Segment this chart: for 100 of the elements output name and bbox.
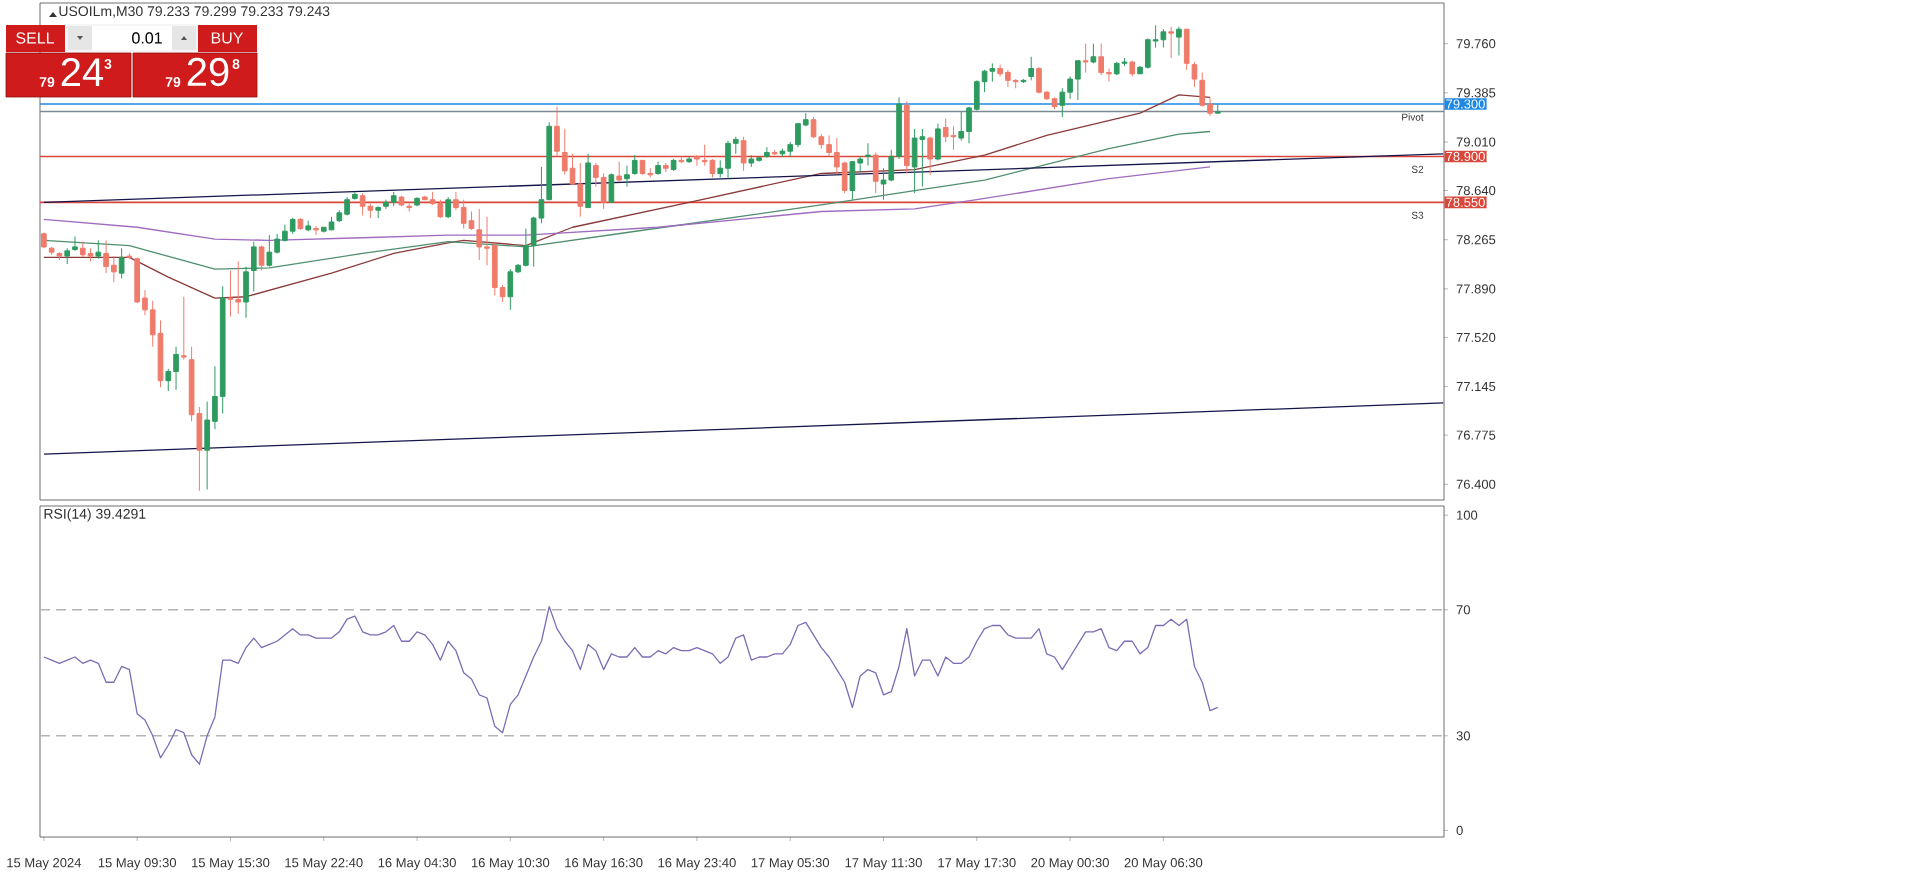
candlestick bbox=[72, 235, 78, 252]
candlestick bbox=[958, 111, 965, 142]
candlestick bbox=[515, 263, 521, 274]
candlestick bbox=[826, 134, 832, 157]
candlestick bbox=[79, 241, 86, 258]
candlestick bbox=[694, 154, 700, 167]
candlestick bbox=[282, 224, 288, 243]
candlestick bbox=[165, 368, 172, 392]
candlestick bbox=[328, 216, 335, 231]
candlestick bbox=[352, 191, 358, 201]
y-tick-label: 76.775 bbox=[1456, 430, 1496, 440]
candlestick bbox=[258, 245, 265, 272]
candlestick bbox=[499, 284, 506, 303]
x-tick-label: 16 May 23:40 bbox=[658, 858, 736, 870]
candlestick bbox=[142, 289, 148, 316]
candlestick bbox=[305, 220, 312, 232]
candlestick bbox=[484, 216, 490, 266]
candlestick bbox=[1144, 37, 1151, 70]
candlestick bbox=[849, 161, 856, 201]
annotation: BUY bbox=[211, 32, 244, 44]
candlestick bbox=[243, 266, 249, 319]
candlestick bbox=[1059, 87, 1066, 118]
candlestick bbox=[787, 141, 794, 157]
candlestick bbox=[1067, 75, 1073, 100]
candlestick bbox=[1129, 60, 1136, 77]
candlestick bbox=[655, 161, 661, 176]
candlestick bbox=[1051, 96, 1058, 110]
candlestick bbox=[95, 239, 102, 260]
candlestick bbox=[320, 226, 327, 233]
candlestick bbox=[204, 401, 210, 491]
candlestick bbox=[491, 242, 498, 296]
y-tick-label: 77.520 bbox=[1456, 332, 1496, 342]
annotation: 3 bbox=[104, 59, 112, 69]
x-tick-label: 20 May 00:30 bbox=[1031, 858, 1109, 870]
candlestick bbox=[880, 167, 887, 201]
candlestick bbox=[779, 148, 786, 157]
candlestick bbox=[375, 205, 382, 219]
y-tick-label: 78.265 bbox=[1456, 235, 1496, 245]
candlestick bbox=[1207, 96, 1213, 117]
annotation: 8 bbox=[232, 59, 240, 69]
candlestick bbox=[1020, 78, 1027, 84]
y-tick-label: 100 bbox=[1457, 510, 1478, 520]
candlestick bbox=[41, 231, 47, 249]
candlestick bbox=[585, 153, 591, 209]
x-tick-label: 17 May 11:30 bbox=[845, 858, 922, 870]
candlestick bbox=[1075, 60, 1081, 101]
candlestick bbox=[631, 154, 638, 176]
candlestick bbox=[1098, 43, 1105, 76]
candlestick bbox=[227, 270, 234, 317]
x-tick-label: 16 May 16:30 bbox=[565, 858, 643, 870]
candlestick bbox=[554, 106, 560, 157]
annotation: S2 bbox=[1411, 165, 1424, 173]
y-tick-label: 76.400 bbox=[1456, 479, 1496, 489]
x-tick-label: 17 May 05:30 bbox=[751, 858, 830, 870]
candlestick bbox=[966, 106, 972, 144]
candlestick bbox=[686, 155, 692, 164]
chart-title: USOILm,M30 79.233 79.299 79.233 79.243 bbox=[59, 6, 330, 18]
annotation: 79 bbox=[165, 77, 181, 87]
annotation: 79 bbox=[39, 77, 55, 87]
annotation: 29 bbox=[187, 57, 229, 87]
candlestick bbox=[266, 234, 273, 268]
candlestick bbox=[561, 128, 568, 176]
y-tick-label: 79.385 bbox=[1456, 88, 1496, 98]
line-series bbox=[43, 94, 1211, 299]
candlestick bbox=[865, 142, 871, 167]
candlestick bbox=[48, 246, 55, 256]
candlestick bbox=[383, 199, 389, 210]
x-tick-label: 16 May 10:30 bbox=[471, 858, 550, 870]
candlestick bbox=[748, 154, 755, 168]
candlestick bbox=[888, 149, 895, 182]
y-tick-label: 0 bbox=[1456, 825, 1463, 835]
candlestick bbox=[1028, 56, 1035, 81]
candlestick bbox=[180, 296, 187, 361]
candlestick bbox=[841, 161, 848, 194]
chart-title: RSI(14) 39.4291 bbox=[44, 508, 146, 522]
candlestick bbox=[678, 155, 685, 164]
y-tick-label: 79.010 bbox=[1456, 137, 1496, 147]
candlestick bbox=[717, 159, 724, 178]
candlestick bbox=[903, 100, 910, 174]
candlestick bbox=[219, 285, 226, 414]
y-tick-label: 70 bbox=[1456, 605, 1471, 615]
y-tick-label: 77.890 bbox=[1456, 284, 1496, 294]
candlestick bbox=[250, 241, 257, 292]
candlestick bbox=[126, 252, 133, 260]
candlestick bbox=[344, 196, 350, 216]
candlestick bbox=[662, 162, 669, 173]
candlestick bbox=[616, 161, 623, 182]
candlestick bbox=[732, 136, 739, 155]
y-tick-label: 79.760 bbox=[1456, 39, 1496, 49]
line-series bbox=[43, 166, 1211, 242]
candlestick bbox=[624, 165, 630, 188]
candlestick bbox=[445, 196, 451, 219]
annotation: SELL bbox=[16, 32, 55, 44]
candlestick bbox=[1199, 72, 1206, 108]
candlestick bbox=[149, 300, 156, 348]
candlestick bbox=[740, 136, 747, 172]
candlestick bbox=[756, 155, 762, 163]
candlestick bbox=[476, 208, 483, 261]
candlestick bbox=[546, 121, 553, 201]
candlestick bbox=[1012, 78, 1019, 89]
